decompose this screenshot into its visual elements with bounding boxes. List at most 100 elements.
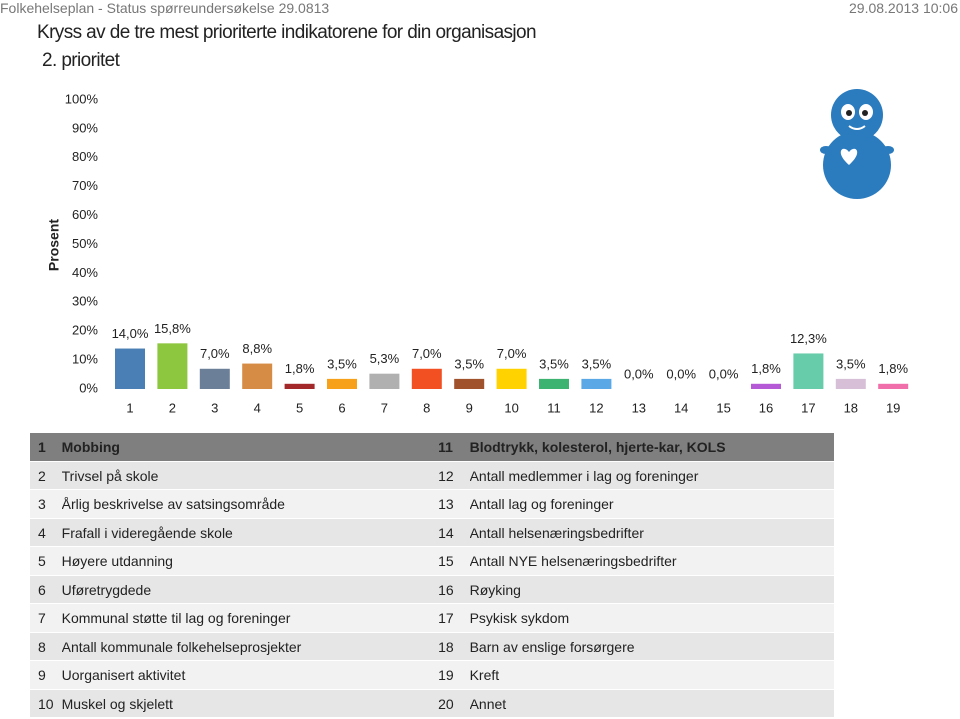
row-label: Antall medlemmer i lag og foreninger (469, 467, 699, 484)
bar (496, 368, 527, 389)
row-label: Kommunal støtte til lag og foreninger (61, 610, 291, 626)
x-tick-label: 13 (632, 400, 646, 415)
value-label: 3,5% (327, 356, 357, 371)
row-label: Frafall i videregående skole (61, 524, 233, 541)
row-label: Uorganisert aktivitet (61, 667, 186, 683)
mascot (820, 89, 894, 199)
x-tick-label: 3 (211, 400, 218, 415)
x-tick-label: 5 (296, 400, 303, 415)
row-number: 14 (438, 524, 454, 541)
header-right: 29.08.2013 10:06 (849, 0, 958, 16)
value-label: 3,5% (539, 356, 569, 371)
row-label: Antall kommunale folkehelseprosjekter (61, 638, 302, 655)
chart-subtitle: 2. prioritet (42, 50, 121, 71)
value-label: 1,8% (285, 361, 315, 376)
row-label: Barn av enslige forsørgere (469, 638, 635, 655)
y-tick-label: 80% (72, 149, 98, 164)
table-row: 9 Uorganisert aktivitet 19 Kreft (30, 661, 834, 690)
row-number: 18 (438, 638, 454, 655)
row-label: Uføretrygdede (61, 581, 152, 598)
bar (835, 378, 866, 389)
row-number: 1 (38, 439, 46, 455)
value-label: 3,5% (582, 356, 612, 371)
row-label: Annet (469, 695, 507, 712)
row-label: Blodtrykk, kolesterol, hjerte-kar, KOLS (469, 439, 726, 455)
value-label: 0,0% (624, 366, 654, 381)
row-number: 8 (38, 638, 46, 655)
chart: Kryss av de tre mest prioriterte indikat… (37, 22, 908, 415)
row-number: 4 (38, 524, 46, 541)
y-tick-label: 70% (72, 178, 98, 193)
y-tick-label: 0% (79, 380, 98, 395)
bar (751, 383, 781, 389)
x-tick-label: 19 (886, 400, 900, 415)
value-label: 3,5% (836, 356, 866, 371)
row-label: Mobbing (61, 439, 120, 455)
value-label: 8,8% (242, 341, 272, 356)
table-row: 6 Uføretrygdede 16 Røyking (30, 575, 834, 604)
row-label: Muskel og skjelett (61, 695, 173, 712)
x-tick-label: 16 (759, 400, 773, 415)
header-left: Folkehelseplan - Status spørreundersøkel… (0, 0, 330, 16)
row-number: 3 (38, 496, 46, 512)
row-label: Trivsel på skole (61, 467, 159, 484)
value-label: 0,0% (666, 366, 696, 381)
x-tick-label: 11 (547, 400, 561, 415)
x-tick-label: 14 (674, 400, 688, 415)
row-number: 9 (38, 667, 46, 683)
row-number: 13 (438, 496, 454, 512)
row-number: 5 (38, 553, 46, 569)
row-label: Antall helsenæringsbedrifter (469, 524, 644, 541)
row-label: Årlig beskrivelse av satsingsområde (61, 496, 285, 512)
y-axis-label: Prosent (46, 219, 62, 271)
value-label: 7,0% (412, 346, 442, 361)
bar (157, 343, 188, 389)
value-label: 0,0% (709, 366, 739, 381)
bar (284, 383, 315, 389)
value-label: 14,0% (112, 326, 149, 341)
row-number: 6 (38, 581, 46, 598)
table-row: 8 Antall kommunale folkehelseprosjekter 18… (30, 632, 834, 661)
bar (199, 368, 230, 389)
x-tick-label: 12 (589, 400, 603, 415)
bar (581, 378, 612, 389)
table-row: 3 Årlig beskrivelse av satsingsområde 13 An… (30, 490, 834, 519)
row-number: 19 (438, 667, 454, 683)
row-number: 20 (438, 695, 454, 712)
row-label: Antall lag og foreninger (469, 496, 614, 512)
row-label: Høyere utdanning (61, 553, 173, 569)
value-label: 12,3% (790, 331, 827, 346)
row-number: 15 (438, 553, 454, 569)
x-tick-label: 18 (844, 400, 858, 415)
bar (539, 378, 569, 389)
value-label: 1,8% (878, 361, 908, 376)
table-row: 5 Høyere utdanning 15 Antall NYE helsenærin… (30, 547, 834, 576)
x-tick-label: 9 (466, 400, 473, 415)
row-label: Kreft (469, 667, 500, 683)
value-label: 15,8% (154, 321, 191, 336)
value-label: 7,0% (497, 346, 527, 361)
legend-table: 1 Mobbing 11 Blodtrykk, kolesterol, hjerte-… (30, 433, 834, 718)
y-tick-label: 50% (72, 236, 98, 251)
table-row: 10 Muskel og skjelett 20 Annet (30, 689, 834, 718)
x-tick-label: 7 (381, 400, 388, 415)
x-tick-label: 4 (254, 400, 261, 415)
table-row: 4 Frafall i videregående skole 14 Antall he… (30, 518, 834, 547)
row-label: Antall NYE helsenæringsbedrifter (469, 553, 677, 569)
chart-title: Kryss av de tre mest prioriterte indikat… (37, 22, 536, 43)
x-tick-label: 1 (126, 400, 133, 415)
row-number: 10 (38, 695, 54, 712)
row-number: 11 (438, 439, 453, 455)
value-label: 3,5% (454, 356, 484, 371)
x-tick-label: 17 (801, 400, 815, 415)
row-number: 7 (38, 610, 46, 626)
header: Folkehelseplan - Status spørreundersøkel… (0, 0, 960, 16)
y-tick-label: 100% (65, 91, 99, 106)
table-row: 7 Kommunal støtte til lag og foreninger 17… (30, 604, 834, 633)
bar (115, 348, 145, 389)
x-tick-label: 6 (338, 400, 345, 415)
value-label: 1,8% (751, 361, 781, 376)
row-label: Psykisk sykdom (469, 610, 570, 626)
value-label: 5,3% (370, 351, 400, 366)
